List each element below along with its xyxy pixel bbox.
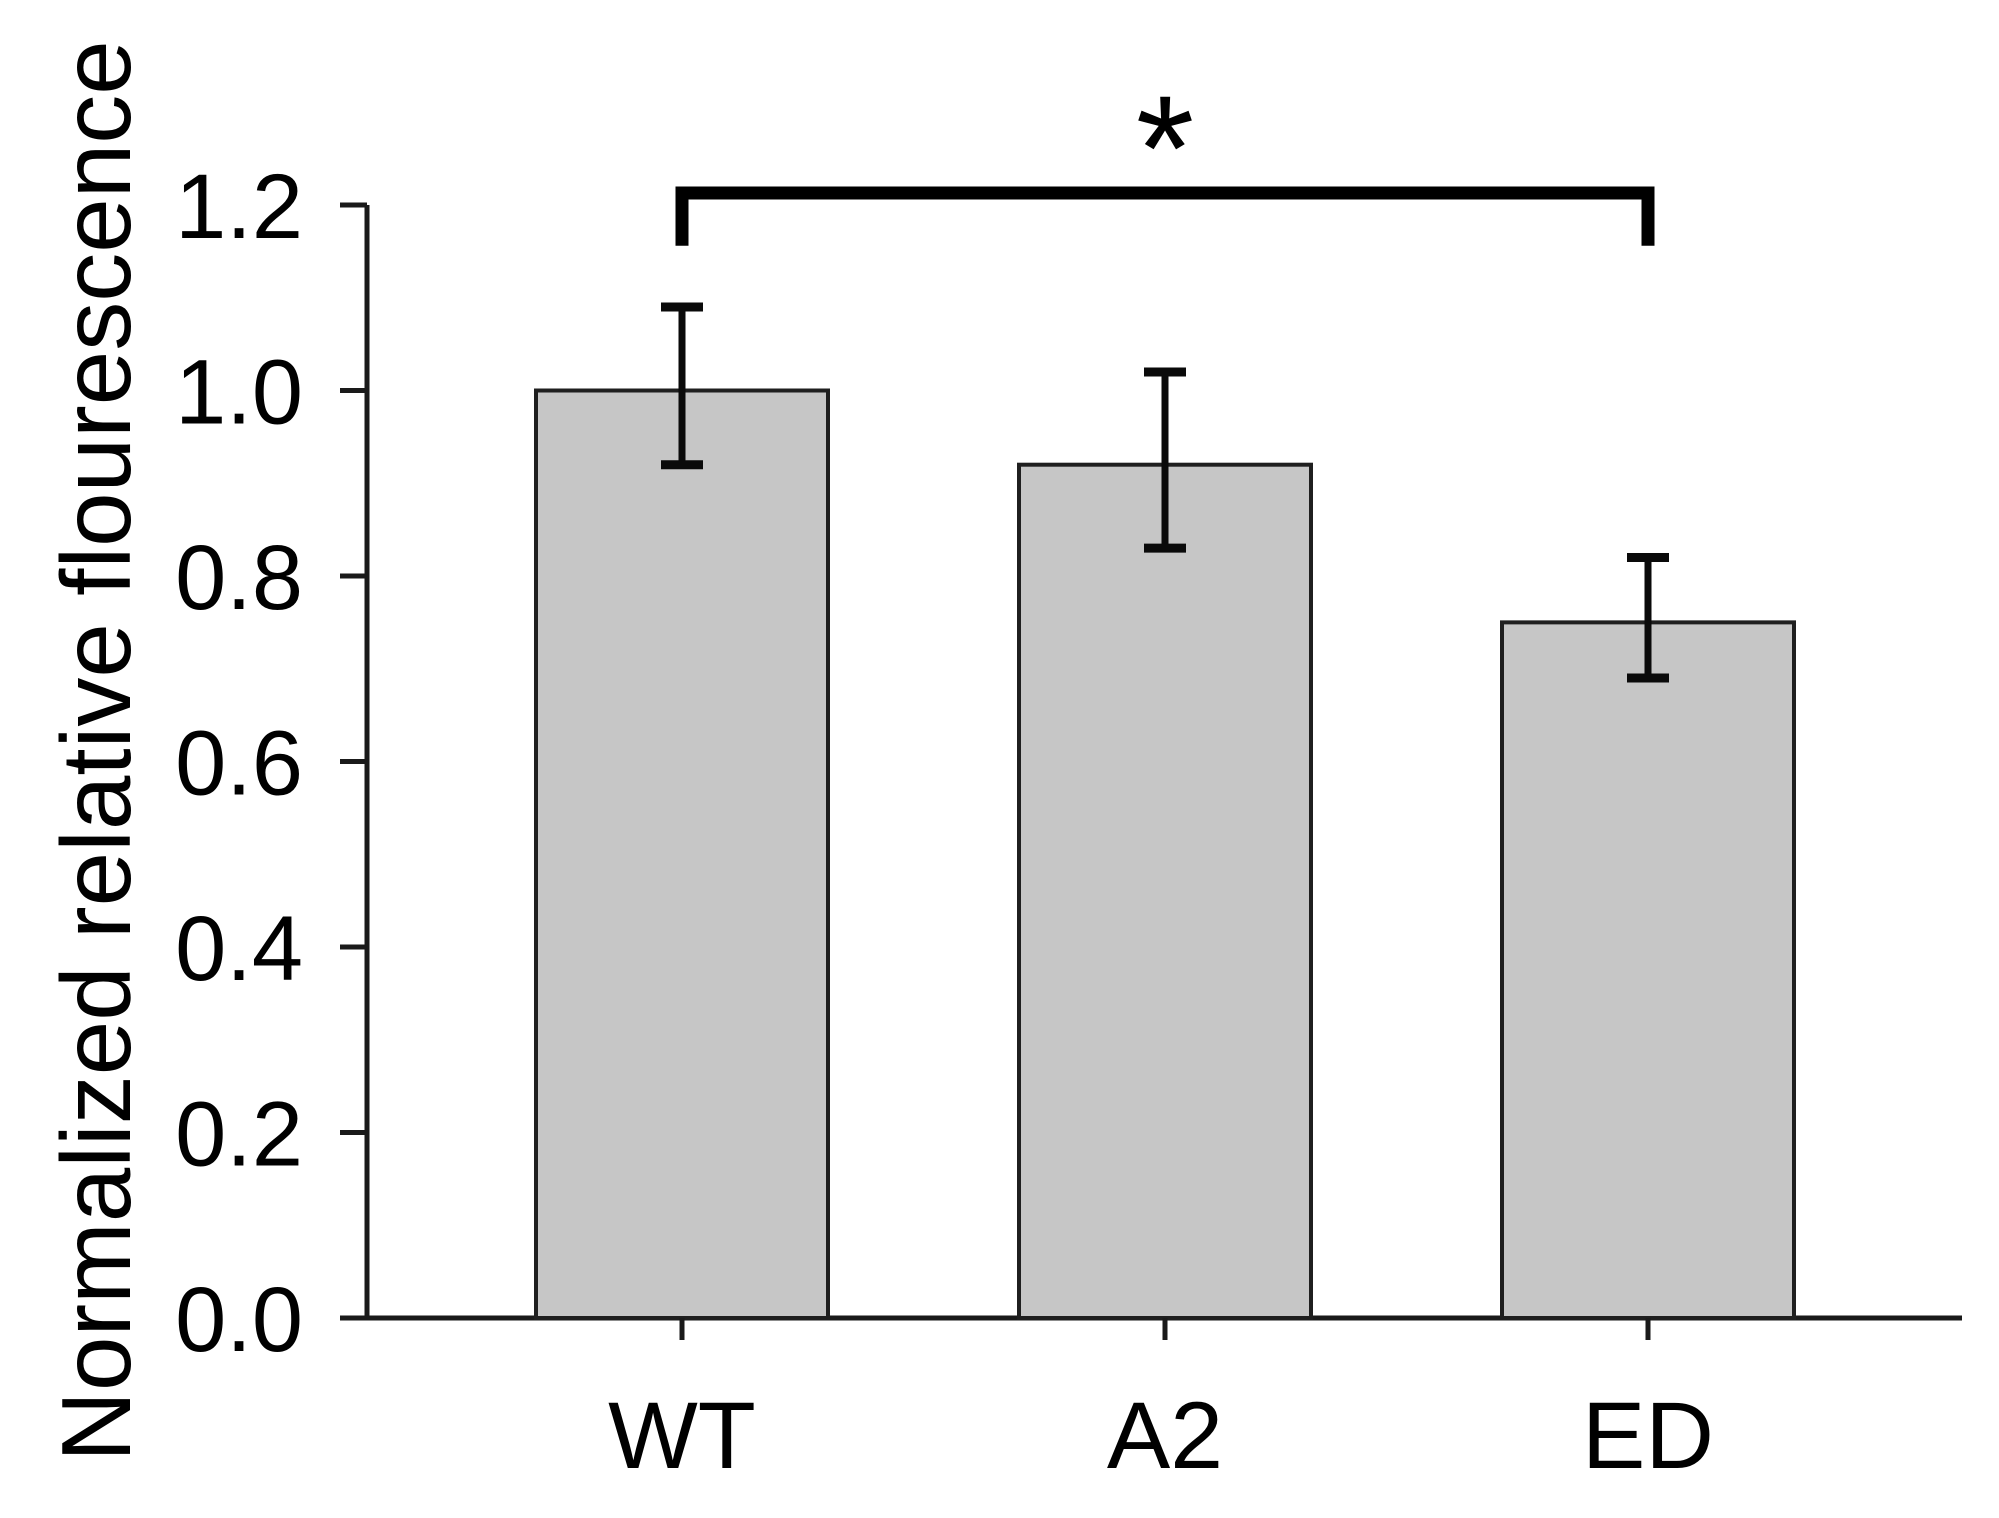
bar-wt (534, 388, 830, 1320)
y-tick-label: 0.2 (175, 1084, 303, 1186)
category-label-wt: WT (608, 1383, 756, 1489)
category-label-a2: A2 (1107, 1383, 1223, 1489)
bar-a2 (1017, 462, 1313, 1320)
y-tick-label: 0.8 (175, 527, 303, 629)
y-tick-label: 1.2 (175, 156, 303, 258)
bar-ed (1500, 620, 1796, 1320)
significance-bracket (675, 186, 1655, 246)
y-tick-label: 1.0 (175, 342, 303, 444)
y-tick-label: 0.6 (175, 713, 303, 815)
y-tick-label: 0.4 (175, 898, 303, 1000)
y-axis-title: Normalized relative flourescence (41, 40, 151, 1462)
category-label-ed: ED (1582, 1383, 1714, 1489)
significance-asterisk: * (1136, 64, 1194, 232)
y-tick-label: 0.0 (175, 1269, 303, 1371)
